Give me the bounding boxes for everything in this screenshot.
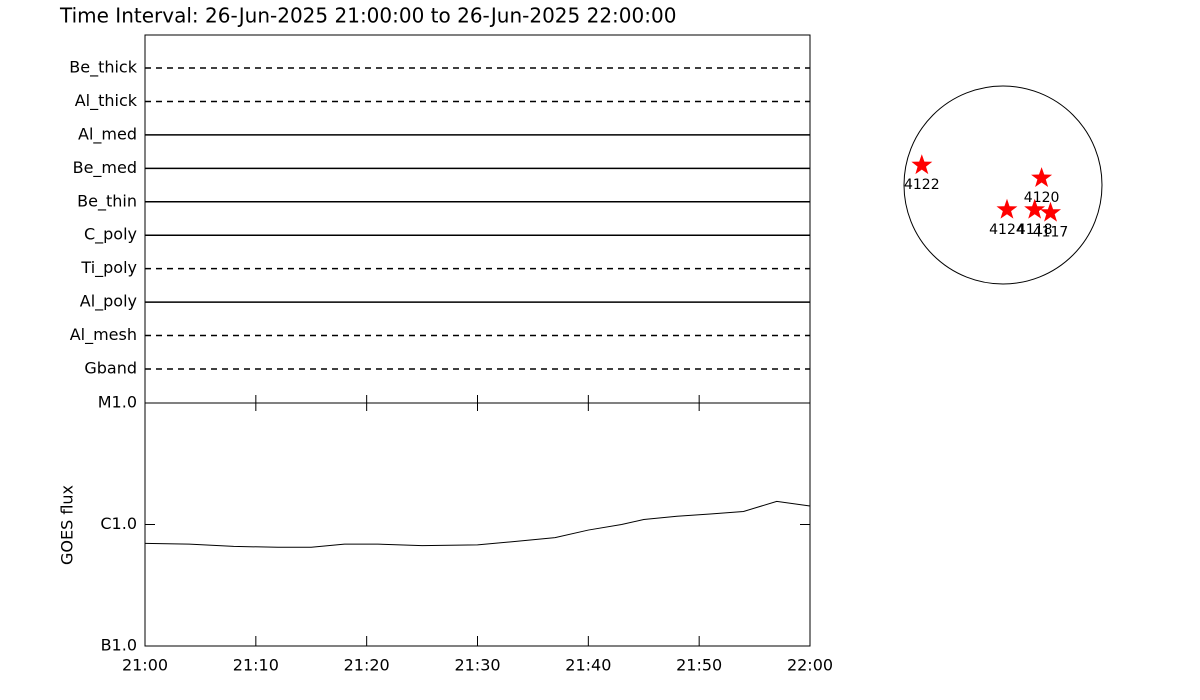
filter-label: Ti_poly: [80, 258, 137, 278]
x-tick-label: 21:50: [676, 656, 722, 675]
x-tick-label: 21:10: [233, 656, 279, 675]
x-tick-label: 21:00: [122, 656, 168, 675]
x-tick-label: 21:40: [565, 656, 611, 675]
y-axis-label: GOES flux: [58, 485, 77, 565]
active-region-label: 4118: [1017, 222, 1053, 238]
goes-panel: [144, 402, 811, 647]
solar-disk: [903, 85, 1103, 285]
filter-label: Be_thick: [69, 58, 137, 78]
filter-label: C_poly: [84, 225, 137, 245]
active-region-star: [1031, 167, 1053, 187]
active-region-label: 4124: [989, 222, 1025, 238]
active-region-star: [1024, 198, 1046, 219]
x-tick-label: 21:20: [344, 656, 390, 675]
chart-title: Time Interval: 26-Jun-2025 21:00:00 to 2…: [59, 4, 676, 28]
filter-label: Be_med: [73, 158, 137, 178]
y-tick-label: M1.0: [98, 393, 137, 412]
active-region-star: [996, 198, 1018, 219]
x-tick-label: 22:00: [787, 656, 833, 675]
goes-curve: [144, 500, 811, 548]
filter-label: Al_mesh: [70, 325, 137, 345]
filter-label: Be_thin: [77, 191, 137, 211]
active-region-label: 4122: [904, 177, 940, 193]
active-region-star: [1040, 201, 1061, 222]
y-tick-label: C1.0: [100, 514, 137, 533]
filter-label: Gband: [84, 359, 137, 378]
filter-label: Al_med: [78, 124, 137, 144]
filter-label: Al_poly: [80, 292, 137, 312]
active-region-label: 4120: [1024, 190, 1060, 206]
active-region-star: [911, 154, 933, 175]
x-tick-label: 21:30: [454, 656, 500, 675]
filter-label: Al_thick: [75, 91, 138, 111]
filter-panel: [144, 34, 811, 404]
y-tick-label: B1.0: [101, 636, 137, 655]
active-region-label: 4117: [1033, 225, 1069, 241]
